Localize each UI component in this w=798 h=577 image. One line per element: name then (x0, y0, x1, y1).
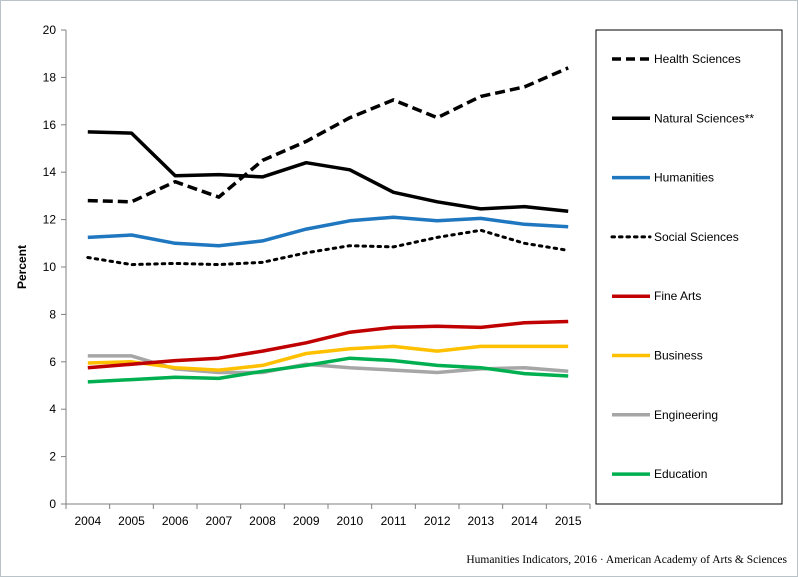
y-tick-label: 18 (43, 70, 57, 84)
source-note: Humanities Indicators, 2016 · American A… (466, 554, 787, 566)
series-line-humanities (87, 215, 569, 248)
y-tick-label: 16 (43, 118, 57, 132)
series-line-education (87, 356, 569, 384)
series-line-natural-sciences (87, 130, 569, 214)
legend-label-humanities: Humanities (654, 171, 714, 185)
series-lines (86, 66, 570, 384)
y-tick-label: 12 (43, 213, 57, 227)
x-tick-label: 2009 (293, 514, 320, 528)
y-axis-ticks: 0 2 4 6 8 10 12 14 16 18 20 (43, 23, 66, 511)
y-tick-label: 10 (43, 260, 57, 274)
series-line-social-sciences (86, 228, 570, 267)
x-tick-label: 2011 (381, 514, 407, 528)
y-tick-label: 0 (49, 497, 56, 511)
y-tick-label: 14 (43, 165, 57, 179)
y-tick-label: 4 (49, 402, 56, 416)
legend: Health Sciences Natural Sciences** Humanit… (595, 29, 783, 505)
legend-label-business: Business (654, 349, 703, 363)
x-tick-label: 2015 (555, 514, 582, 528)
x-tick-label: 2008 (249, 514, 276, 528)
series-line-business (87, 344, 569, 372)
y-tick-label: 20 (43, 23, 57, 37)
y-tick-label: 8 (49, 307, 56, 321)
x-tick-label: 2013 (467, 514, 494, 528)
y-axis-title: Percent (15, 245, 29, 289)
series-line-health-sciences (87, 66, 569, 204)
legend-label-social-sciences: Social Sciences (654, 230, 739, 244)
x-tick-label: 2004 (74, 514, 101, 528)
legend-label-education: Education (654, 467, 707, 481)
x-axis-ticks: 2004 2005 2006 2007 2008 2009 2010 2011 2012 2013… (65, 504, 591, 528)
x-tick-label: 2012 (424, 514, 451, 528)
x-tick-label: 2010 (336, 514, 363, 528)
legend-label-engineering: Engineering (654, 408, 718, 422)
legend-box (595, 29, 783, 505)
x-tick-label: 2007 (205, 514, 232, 528)
y-tick-label: 6 (49, 355, 56, 369)
legend-label-fine-arts: Fine Arts (654, 289, 701, 303)
x-tick-label: 2014 (511, 514, 538, 528)
y-tick-label: 2 (49, 450, 56, 464)
legend-label-natural-sciences: Natural Sciences** (654, 111, 754, 125)
x-tick-label: 2006 (162, 514, 189, 528)
series-line-fine-arts (87, 319, 569, 370)
x-tick-label: 2005 (118, 514, 145, 528)
legend-items: Health Sciences Natural Sciences** Humanit… (610, 52, 754, 481)
legend-label-health-sciences: Health Sciences (654, 52, 741, 66)
